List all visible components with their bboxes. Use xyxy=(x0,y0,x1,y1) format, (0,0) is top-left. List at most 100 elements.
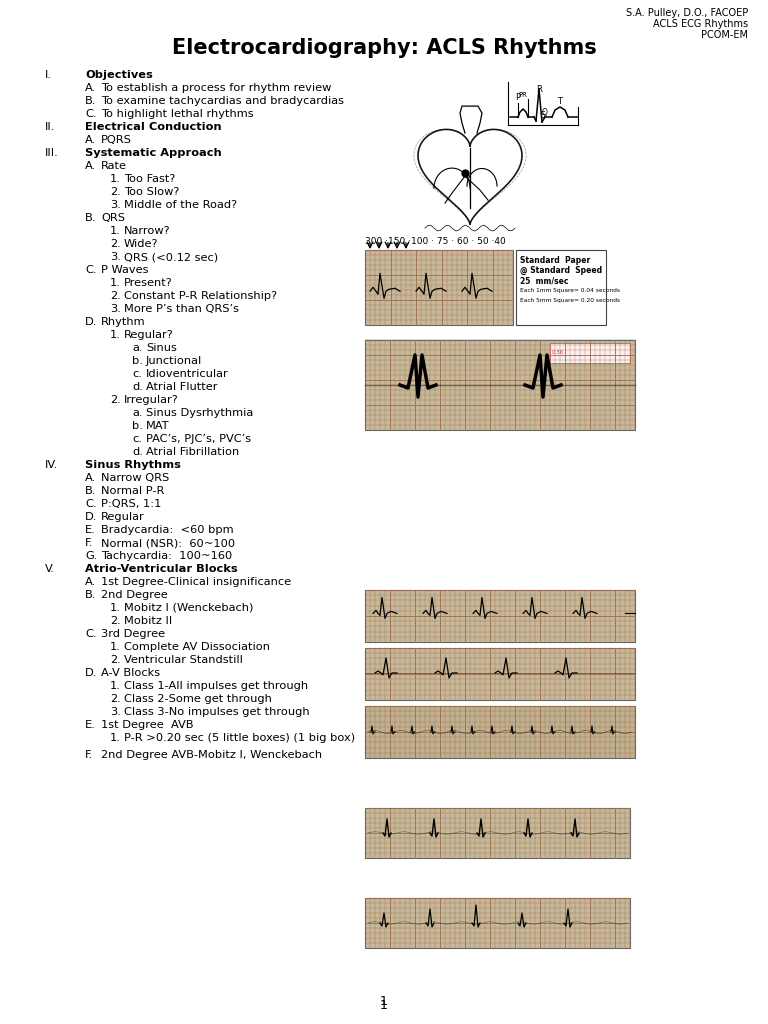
Text: I.: I. xyxy=(45,70,52,80)
Text: V.: V. xyxy=(45,564,55,574)
Text: 2.: 2. xyxy=(110,395,121,406)
Text: B.: B. xyxy=(85,486,96,496)
Text: @ Standard  Speed: @ Standard Speed xyxy=(520,266,602,275)
Bar xyxy=(365,590,635,642)
Text: E.: E. xyxy=(85,720,96,730)
Text: D.: D. xyxy=(85,317,98,327)
Text: Class 2-Some get through: Class 2-Some get through xyxy=(124,694,272,705)
Text: Each 5mm Square= 0.20 seconds: Each 5mm Square= 0.20 seconds xyxy=(520,298,620,303)
Text: Atrial Fibrillation: Atrial Fibrillation xyxy=(146,447,240,457)
Text: 2nd Degree: 2nd Degree xyxy=(101,590,167,600)
Text: C.: C. xyxy=(85,109,97,119)
Text: 25  mm/sec: 25 mm/sec xyxy=(520,276,568,285)
Text: Electrocardiography: ACLS Rhythms: Electrocardiography: ACLS Rhythms xyxy=(171,38,597,58)
Text: 1st Degree-Clinical insignificance: 1st Degree-Clinical insignificance xyxy=(101,577,291,587)
Text: 1: 1 xyxy=(380,995,388,1008)
Text: B.: B. xyxy=(85,213,96,223)
Text: Sinus: Sinus xyxy=(146,343,177,353)
Bar xyxy=(365,808,630,858)
Bar xyxy=(365,898,630,948)
Text: 3.: 3. xyxy=(110,707,121,717)
Text: 1.: 1. xyxy=(110,642,121,652)
Text: C.: C. xyxy=(85,265,97,275)
Text: E.: E. xyxy=(85,525,96,535)
Text: F.: F. xyxy=(85,750,93,760)
Text: Normal (NSR):  60~100: Normal (NSR): 60~100 xyxy=(101,538,235,548)
Text: 1.: 1. xyxy=(110,330,121,340)
Text: d.: d. xyxy=(132,382,143,392)
Bar xyxy=(365,706,635,758)
Text: Junctional: Junctional xyxy=(146,356,202,366)
Text: 2.: 2. xyxy=(110,616,121,626)
Text: Constant P-R Relationship?: Constant P-R Relationship? xyxy=(124,291,277,301)
Text: C.: C. xyxy=(85,499,97,509)
Text: III.: III. xyxy=(45,148,58,158)
Bar xyxy=(365,250,513,325)
Text: Atrio-Ventricular Blocks: Atrio-Ventricular Blocks xyxy=(85,564,237,574)
Text: Irregular?: Irregular? xyxy=(124,395,179,406)
Text: Narrow?: Narrow? xyxy=(124,226,170,236)
Text: Regular?: Regular? xyxy=(124,330,174,340)
Text: Sinus Dysrhythmia: Sinus Dysrhythmia xyxy=(146,408,253,418)
Text: D.: D. xyxy=(85,668,98,678)
Text: a.: a. xyxy=(132,408,143,418)
Text: B.: B. xyxy=(85,96,96,106)
Text: Regular: Regular xyxy=(101,512,144,522)
Text: 3rd Degree: 3rd Degree xyxy=(101,629,165,639)
Text: To examine tachycardias and bradycardias: To examine tachycardias and bradycardias xyxy=(101,96,344,106)
Bar xyxy=(550,342,630,362)
Text: P Waves: P Waves xyxy=(101,265,148,275)
Text: 2nd Degree AVB-Mobitz I, Wenckebach: 2nd Degree AVB-Mobitz I, Wenckebach xyxy=(101,750,322,760)
Text: PQRS: PQRS xyxy=(101,135,132,145)
Text: PAC’s, PJC’s, PVC’s: PAC’s, PJC’s, PVC’s xyxy=(146,434,251,444)
Text: Rate: Rate xyxy=(101,161,127,171)
Text: 1st Degree  AVB: 1st Degree AVB xyxy=(101,720,194,730)
Text: Idioventricular: Idioventricular xyxy=(146,369,229,379)
Text: P: P xyxy=(515,93,521,102)
Text: Systematic Approach: Systematic Approach xyxy=(85,148,222,158)
Bar xyxy=(516,250,606,325)
Text: B.: B. xyxy=(85,590,96,600)
Text: A.: A. xyxy=(85,83,96,93)
Text: Atrial Flutter: Atrial Flutter xyxy=(146,382,217,392)
Text: IV.: IV. xyxy=(45,460,58,470)
Text: C.: C. xyxy=(85,629,97,639)
Text: P:QRS, 1:1: P:QRS, 1:1 xyxy=(101,499,161,509)
Text: 2.: 2. xyxy=(110,655,121,665)
Text: 2.: 2. xyxy=(110,694,121,705)
Text: S: S xyxy=(541,111,545,120)
Text: Wide?: Wide? xyxy=(124,239,158,249)
Text: PCOM-EM: PCOM-EM xyxy=(701,30,748,40)
Text: P-R >0.20 sec (5 little boxes) (1 big box): P-R >0.20 sec (5 little boxes) (1 big bo… xyxy=(124,733,355,743)
Text: 3.: 3. xyxy=(110,200,121,210)
Text: 1.: 1. xyxy=(110,733,121,743)
Text: F.: F. xyxy=(85,538,93,548)
Text: A.: A. xyxy=(85,577,96,587)
Text: QRS: QRS xyxy=(101,213,125,223)
Text: 1.: 1. xyxy=(110,681,121,691)
Text: Rhythm: Rhythm xyxy=(101,317,146,327)
Text: Too Fast?: Too Fast? xyxy=(124,174,175,184)
Text: Too Slow?: Too Slow? xyxy=(124,187,180,197)
Text: QRS (<0.12 sec): QRS (<0.12 sec) xyxy=(124,252,218,262)
Text: To establish a process for rhythm review: To establish a process for rhythm review xyxy=(101,83,331,93)
Text: Standard  Paper: Standard Paper xyxy=(520,256,591,265)
Text: Normal P-R: Normal P-R xyxy=(101,486,164,496)
Text: Present?: Present? xyxy=(124,278,173,288)
Text: Q: Q xyxy=(542,108,548,117)
Text: d.: d. xyxy=(132,447,143,457)
Text: MAT: MAT xyxy=(146,421,170,431)
Text: Bradycardia:  <60 bpm: Bradycardia: <60 bpm xyxy=(101,525,233,535)
Text: 2.: 2. xyxy=(110,239,121,249)
Text: Class 1-All impulses get through: Class 1-All impulses get through xyxy=(124,681,308,691)
Text: To highlight lethal rhythms: To highlight lethal rhythms xyxy=(101,109,253,119)
Text: c.: c. xyxy=(132,369,142,379)
Text: 1.: 1. xyxy=(110,226,121,236)
Text: G.: G. xyxy=(85,551,98,561)
Text: Sinus Rhythms: Sinus Rhythms xyxy=(85,460,181,470)
Text: Complete AV Dissociation: Complete AV Dissociation xyxy=(124,642,270,652)
Text: S.A. Pulley, D.O., FACOEP: S.A. Pulley, D.O., FACOEP xyxy=(626,8,748,18)
Text: A-V Blocks: A-V Blocks xyxy=(101,668,160,678)
Text: 2.: 2. xyxy=(110,291,121,301)
Text: Tachycardia:  100~160: Tachycardia: 100~160 xyxy=(101,551,232,561)
